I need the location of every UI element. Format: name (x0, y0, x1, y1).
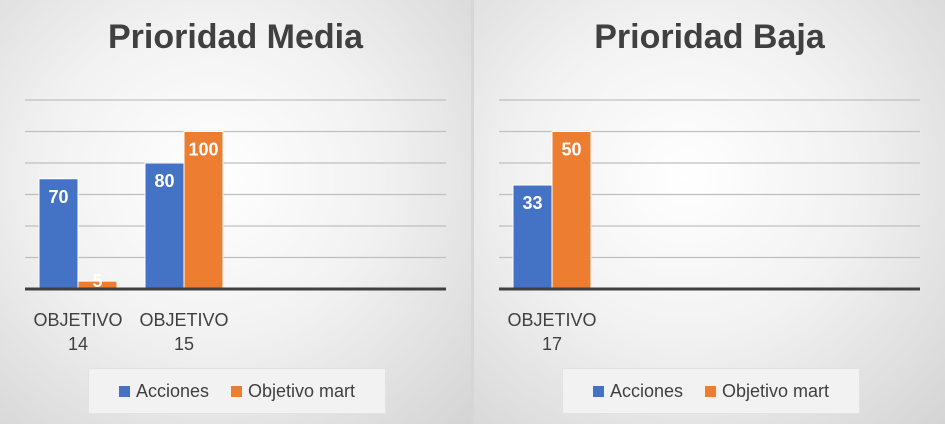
data-label: 33 (522, 193, 542, 213)
bar-acciones (38, 178, 79, 290)
legend-item-objetivo-mart: Objetivo mart (231, 381, 355, 402)
legend-swatch-objetivo-mart (705, 385, 716, 397)
category-label: OBJETIVO (33, 310, 122, 330)
bar-plot: 70 5 OBJETIVO 14 80 100 OBJETIVO 15 (25, 99, 446, 354)
category-label: 17 (542, 334, 562, 354)
data-label: 70 (48, 187, 68, 207)
chart-panel-prioridad-baja: Prioridad Baja 33 50 OBJETIVO 17 Acciones O… (474, 0, 945, 424)
legend-swatch-acciones (118, 385, 130, 397)
data-label: 50 (561, 140, 581, 160)
category-label: OBJETIVO (507, 310, 596, 330)
bar-acciones (144, 162, 185, 290)
category-label: 15 (174, 334, 194, 354)
legend-label: Acciones (609, 380, 683, 401)
data-label: 80 (154, 171, 174, 191)
legend-item-acciones: Acciones (592, 380, 683, 402)
chart-title: Prioridad Media (107, 18, 364, 56)
chart-legend: Acciones Objetivo mart (88, 368, 386, 414)
category-label: 14 (68, 334, 88, 354)
bar-plot: 33 50 OBJETIVO 17 (499, 99, 920, 354)
chart-title: Prioridad Baja (594, 18, 825, 56)
legend-label: Objetivo mart (722, 380, 830, 401)
legend-item-objetivo-mart: Objetivo mart (705, 381, 829, 402)
chart-panel-prioridad-media: Prioridad Media 70 5 OBJETIVO 14 80 100 OBJETI… (0, 0, 471, 424)
legend-label: Objetivo mart (248, 380, 356, 401)
legend-swatch-objetivo-mart (231, 385, 242, 397)
legend-item-acciones: Acciones (118, 380, 209, 402)
bar-objetivo-mart (551, 131, 592, 290)
data-label: 5 (92, 271, 102, 291)
bar-objetivo-mart (183, 131, 224, 290)
data-label: 100 (188, 140, 218, 160)
category-label: OBJETIVO (139, 310, 228, 330)
chart-legend: Acciones Objetivo mart (562, 368, 860, 414)
legend-swatch-acciones (592, 385, 604, 397)
legend-label: Acciones (135, 380, 209, 401)
panel-divider (471, 0, 474, 424)
